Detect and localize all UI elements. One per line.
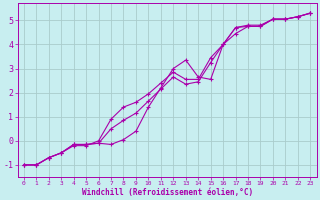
X-axis label: Windchill (Refroidissement éolien,°C): Windchill (Refroidissement éolien,°C) (82, 188, 253, 197)
